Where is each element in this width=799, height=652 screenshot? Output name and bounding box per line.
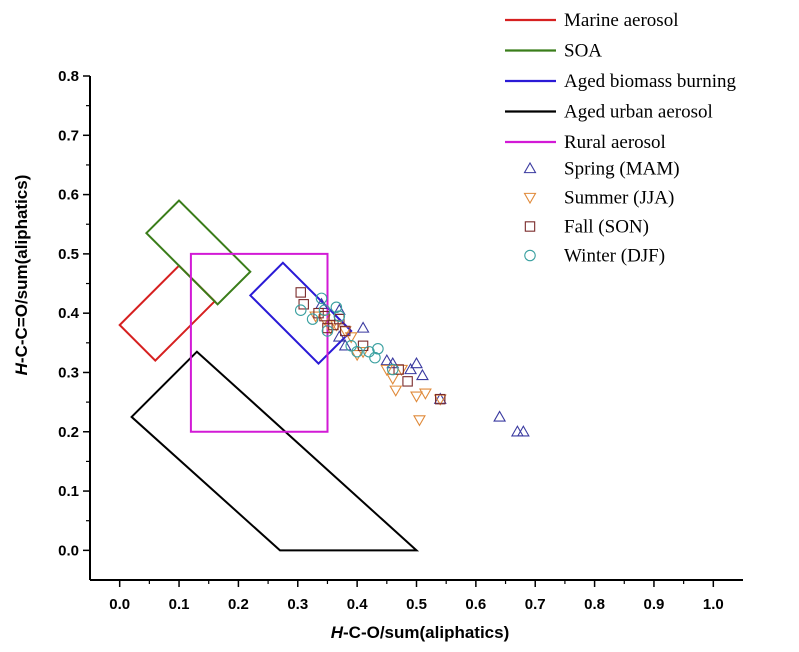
legend-marker-0	[523, 161, 537, 174]
point-s2-8	[357, 340, 369, 352]
legend-label-region-2: Aged biomass burning	[564, 71, 737, 92]
point-s1-11	[395, 364, 409, 377]
x-tick-label: 0.8	[584, 596, 605, 613]
point-s3-7	[345, 340, 357, 352]
point-s0-9	[415, 368, 429, 381]
legend-label-series-2: Fall (SON)	[564, 217, 649, 238]
region-1	[144, 199, 252, 306]
regions-layer	[118, 199, 420, 552]
point-s3-11	[372, 342, 384, 355]
legend-marker-3	[524, 249, 536, 262]
point-s0-13	[516, 425, 530, 437]
x-tick-label: 0.9	[644, 596, 665, 613]
point-s3-4	[321, 325, 334, 337]
point-s0-5	[380, 354, 394, 366]
point-s1-15	[433, 394, 447, 406]
legend: Marine aerosol SOA Aged biomass burning Age…	[505, 10, 737, 267]
point-s0-3	[338, 339, 352, 351]
x-tick-label: 0.3	[287, 596, 308, 613]
y-ticks: 0.0 0.1 0.2 0.3 0.4 0.5 0.6 0.7 0.8	[58, 68, 90, 559]
point-s1-13	[413, 415, 426, 427]
point-s1-12	[410, 391, 423, 403]
point-s1-8	[380, 364, 394, 377]
point-s1-10	[389, 385, 403, 397]
y-tick-label: 0.4	[58, 305, 80, 322]
y-tick-label: 0.3	[58, 364, 79, 381]
x-tick-label: 0.7	[525, 596, 546, 613]
point-s3-0	[294, 304, 307, 316]
point-s3-8	[351, 345, 363, 358]
point-s0-12	[510, 425, 524, 437]
x-tick-label: 0.4	[347, 596, 369, 613]
x-tick-label: 1.0	[703, 596, 724, 613]
y-tick-label: 0.1	[58, 483, 79, 500]
point-s3-12	[386, 363, 399, 376]
y-tick-label: 0.0	[58, 542, 79, 559]
region-0	[118, 264, 217, 363]
region-3	[130, 350, 420, 552]
point-s2-9	[393, 364, 404, 375]
legend-marker-1	[523, 192, 537, 205]
x-tick-label: 0.0	[109, 596, 130, 613]
x-tick-label: 0.6	[465, 596, 486, 613]
legend-label-region-0: Marine aerosol	[564, 10, 678, 31]
point-s2-10	[402, 376, 413, 387]
point-s1-14	[418, 388, 432, 400]
legend-label-series-1: Summer (JJA)	[564, 188, 674, 209]
x-tick-label: 0.2	[228, 596, 249, 613]
point-s3-2	[315, 292, 328, 305]
point-s0-4	[356, 321, 370, 333]
point-s1-5	[344, 332, 358, 344]
legend-marker-2	[524, 221, 536, 232]
point-s3-6	[333, 310, 346, 322]
legend-label-series-3: Winter (DJF)	[564, 246, 665, 267]
point-s2-3	[319, 310, 330, 322]
legend-label-region-3: Aged urban aerosol	[564, 102, 713, 123]
point-s2-2	[313, 307, 324, 319]
point-s0-11	[493, 410, 507, 422]
point-s0-2	[332, 330, 346, 342]
legend-label-region-1: SOA	[564, 41, 602, 62]
points-layer	[294, 287, 530, 437]
legend-label-region-4: Rural aerosol	[564, 132, 666, 153]
x-ticks: 0.0 0.1 0.2 0.3 0.4 0.5 0.6 0.7 0.8 0.9 1.0	[109, 580, 724, 613]
point-s3-3	[318, 304, 331, 316]
y-tick-label: 0.5	[58, 246, 79, 263]
y-tick-label: 0.7	[58, 127, 79, 144]
point-s2-5	[328, 319, 339, 331]
x-tick-label: 0.1	[169, 596, 190, 613]
region-2	[248, 261, 353, 366]
point-s2-0	[295, 287, 306, 298]
legend-label-series-0: Spring (MAM)	[564, 159, 680, 180]
x-tick-label: 0.5	[406, 596, 427, 613]
y-tick-label: 0.8	[58, 68, 79, 85]
point-s1-0	[309, 311, 323, 323]
x-axis-label: H-C-O/sum(aliphatics)	[331, 623, 510, 642]
y-tick-label: 0.2	[58, 424, 79, 441]
point-s0-6	[386, 356, 400, 369]
point-s0-8	[410, 356, 423, 369]
point-s1-6	[350, 350, 364, 362]
point-s0-7	[404, 362, 418, 375]
y-tick-label: 0.6	[58, 187, 79, 204]
point-s3-1	[306, 313, 319, 325]
y-axis-label: H-C-C=O/sum(aliphatics)	[12, 175, 31, 376]
point-s1-7	[356, 347, 370, 359]
point-s1-9	[386, 373, 400, 386]
region-4	[189, 252, 329, 433]
point-s2-7	[340, 325, 351, 337]
point-s2-11	[435, 393, 446, 405]
point-s2-1	[298, 299, 309, 310]
